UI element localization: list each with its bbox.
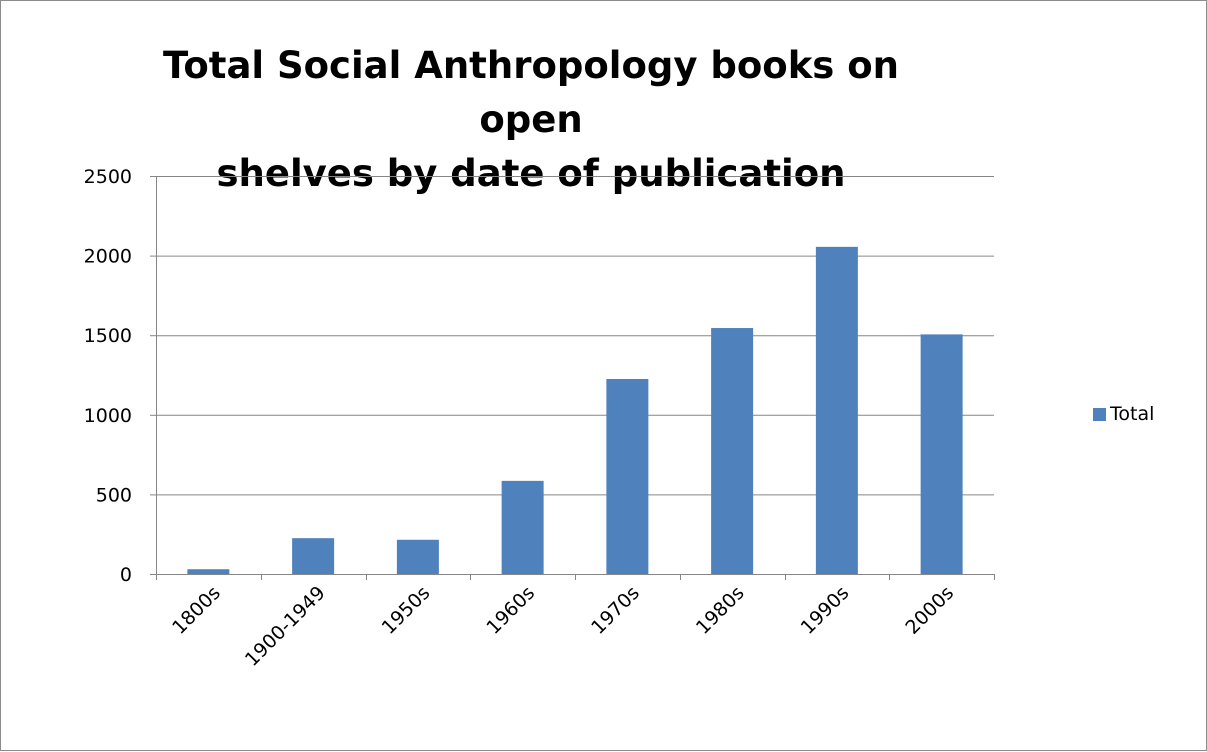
- bar-1970s: [606, 378, 649, 574]
- x-tick-label: 2000s: [901, 582, 958, 639]
- chart-title-line-1: Total Social Anthropology books on open: [163, 44, 899, 141]
- x-tick-label: 1970s: [587, 582, 644, 639]
- bars: [187, 246, 963, 574]
- y-tick-label: 500: [96, 484, 132, 506]
- bar-1900-1949: [292, 538, 335, 574]
- chart-title-line-2: shelves by date of publication: [216, 152, 846, 195]
- x-tick-label: 1800s: [168, 582, 225, 639]
- x-tick-label: 1960s: [482, 582, 539, 639]
- y-tick-label: 1500: [84, 325, 132, 347]
- bar-1950s: [396, 539, 439, 574]
- chart-title: Total Social Anthropology books on open …: [151, 39, 911, 201]
- gridlines: [156, 176, 994, 575]
- x-tick-label: 1900-1949: [241, 582, 330, 671]
- y-tick-label: 0: [120, 564, 132, 586]
- bar-1800s: [187, 569, 230, 574]
- y-tick-label: 2000: [84, 246, 132, 268]
- x-tick-label: 1950s: [378, 582, 435, 639]
- axes: [150, 176, 995, 580]
- y-tick-label: 2500: [84, 166, 132, 188]
- bar-1980s: [711, 328, 754, 574]
- x-tick-label: 1990s: [797, 582, 854, 639]
- legend: Total: [1093, 403, 1154, 425]
- bar-1990s: [815, 246, 858, 574]
- legend-swatch: [1093, 407, 1106, 421]
- x-tick-label: 1980s: [692, 582, 749, 639]
- bar-2000s: [920, 334, 963, 574]
- y-tick-label: 1000: [84, 405, 132, 427]
- legend-label: Total: [1110, 403, 1155, 425]
- bar-1960s: [501, 480, 544, 574]
